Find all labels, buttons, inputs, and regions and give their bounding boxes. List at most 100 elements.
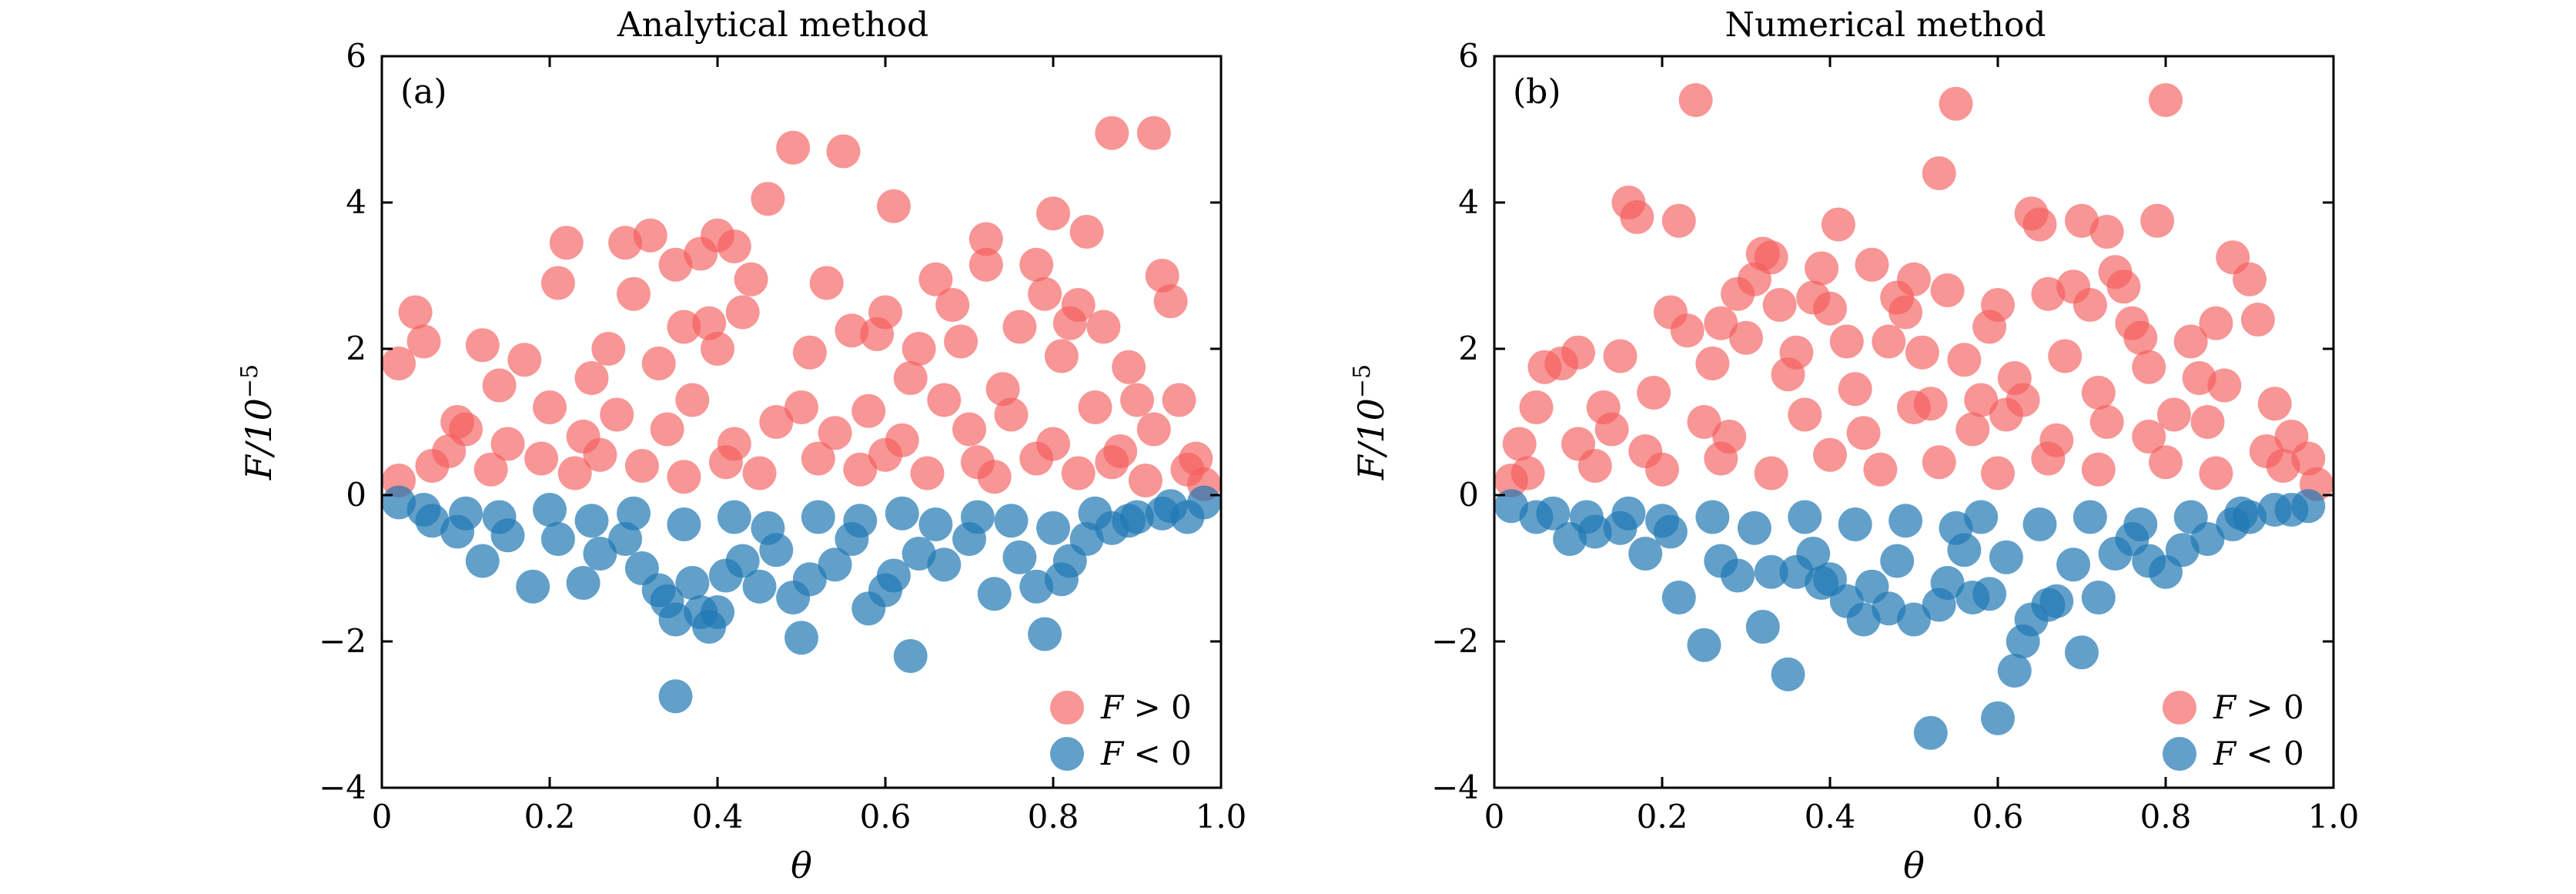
point-positive	[977, 460, 1012, 494]
point-negative	[1687, 628, 1721, 662]
point-positive	[893, 361, 928, 395]
point-positive	[465, 328, 500, 363]
point-positive	[524, 441, 559, 476]
legend-label: F < 0	[1100, 735, 1192, 772]
point-positive	[1136, 412, 1171, 447]
point-positive	[751, 182, 785, 216]
point-positive	[918, 262, 953, 296]
point-negative	[1889, 504, 1923, 538]
point-positive	[1695, 347, 1730, 380]
point-positive	[1661, 203, 1696, 238]
point-negative	[675, 566, 710, 600]
point-negative	[742, 569, 777, 604]
point-negative	[785, 621, 818, 655]
point-negative	[876, 558, 911, 593]
point-negative	[1796, 537, 1831, 571]
x-axis-label: θ	[791, 845, 812, 886]
point-positive	[617, 276, 651, 311]
point-positive	[818, 416, 852, 450]
point-negative	[960, 500, 995, 534]
y-axis-label: F/10−5	[1349, 364, 1392, 480]
point-negative	[1036, 511, 1070, 545]
point-positive	[994, 397, 1029, 432]
point-positive	[2199, 306, 2233, 340]
x-tick-label: 0.2	[1637, 798, 1688, 835]
point-positive	[1863, 452, 1898, 487]
point-positive	[1502, 427, 1537, 461]
point-negative	[1661, 581, 1696, 614]
point-negative	[533, 493, 567, 527]
y-tick-label: −2	[1431, 622, 1479, 660]
point-positive	[1922, 156, 1956, 190]
point-positive	[1044, 339, 1079, 373]
point-positive	[725, 295, 760, 330]
point-positive	[1981, 456, 2015, 491]
panel-b: Numerical method 0 0.2 0.4 0.6 0.8 1.0 −4 −2 0 2 4…	[1349, 5, 2359, 886]
point-positive	[717, 229, 751, 263]
point-positive	[2048, 339, 2083, 373]
point-negative	[1536, 496, 1571, 531]
point-positive	[1128, 464, 1163, 497]
point-positive	[1813, 291, 1847, 326]
point-positive	[1964, 383, 1999, 417]
point-negative	[2056, 547, 2091, 582]
point-negative	[1028, 617, 1062, 651]
point-negative	[1745, 610, 1780, 644]
point-positive	[1947, 343, 1982, 377]
x-tick-label: 0.2	[524, 798, 576, 835]
point-negative	[701, 595, 734, 629]
point-negative	[1002, 540, 1037, 574]
legend-marker	[2163, 737, 2196, 771]
point-positive	[482, 368, 517, 403]
point-positive	[868, 437, 902, 472]
point-positive	[2266, 449, 2300, 483]
point-negative	[1645, 504, 1679, 538]
point-positive	[1136, 116, 1171, 150]
point-positive	[1704, 441, 1738, 476]
point-positive	[382, 347, 416, 380]
y-axis-label-exponent: −5	[1349, 364, 1376, 398]
point-positive	[1897, 390, 1931, 424]
point-positive	[1594, 412, 1629, 447]
point-positive	[910, 456, 945, 491]
point-positive	[557, 456, 592, 491]
point-negative	[818, 547, 852, 582]
point-positive	[2173, 324, 2208, 359]
svg-text:F/10−5: F/10−5	[236, 364, 279, 480]
legend: F > 0 F < 0	[1050, 688, 1192, 772]
y-axis-label: F/10−5	[236, 364, 279, 480]
point-positive	[1687, 405, 1721, 439]
point-positive	[641, 347, 676, 380]
x-tick-label: 0.4	[1805, 798, 1856, 835]
point-negative	[465, 544, 500, 578]
point-negative	[449, 496, 483, 531]
x-tick-label: 0.6	[860, 798, 912, 835]
y-tick-label: −4	[1431, 768, 1479, 806]
point-positive	[969, 247, 1003, 282]
point-positive	[2132, 420, 2166, 454]
point-negative	[2022, 507, 2057, 541]
point-positive	[1939, 86, 1973, 121]
point-positive	[935, 288, 970, 322]
point-positive	[851, 393, 886, 428]
point-positive	[549, 226, 584, 260]
legend: F > 0 F < 0	[2163, 688, 2304, 772]
point-positive	[2257, 387, 2292, 421]
point-negative	[608, 522, 643, 556]
point-negative	[540, 522, 575, 556]
point-positive	[1620, 200, 1654, 234]
legend-marker	[1050, 691, 1084, 725]
y-axis-label-base: F/10	[1350, 398, 1392, 480]
point-positive	[1872, 324, 1906, 359]
point-negative	[2039, 584, 2074, 618]
legend-label: F < 0	[2213, 735, 2304, 772]
point-negative	[1569, 500, 1604, 534]
point-negative	[1981, 701, 2015, 735]
point-positive	[591, 332, 626, 366]
point-positive	[1704, 306, 1738, 340]
point-positive	[1805, 251, 1839, 286]
point-positive	[1762, 288, 1797, 322]
point-negative	[482, 500, 517, 534]
point-positive	[692, 306, 727, 340]
